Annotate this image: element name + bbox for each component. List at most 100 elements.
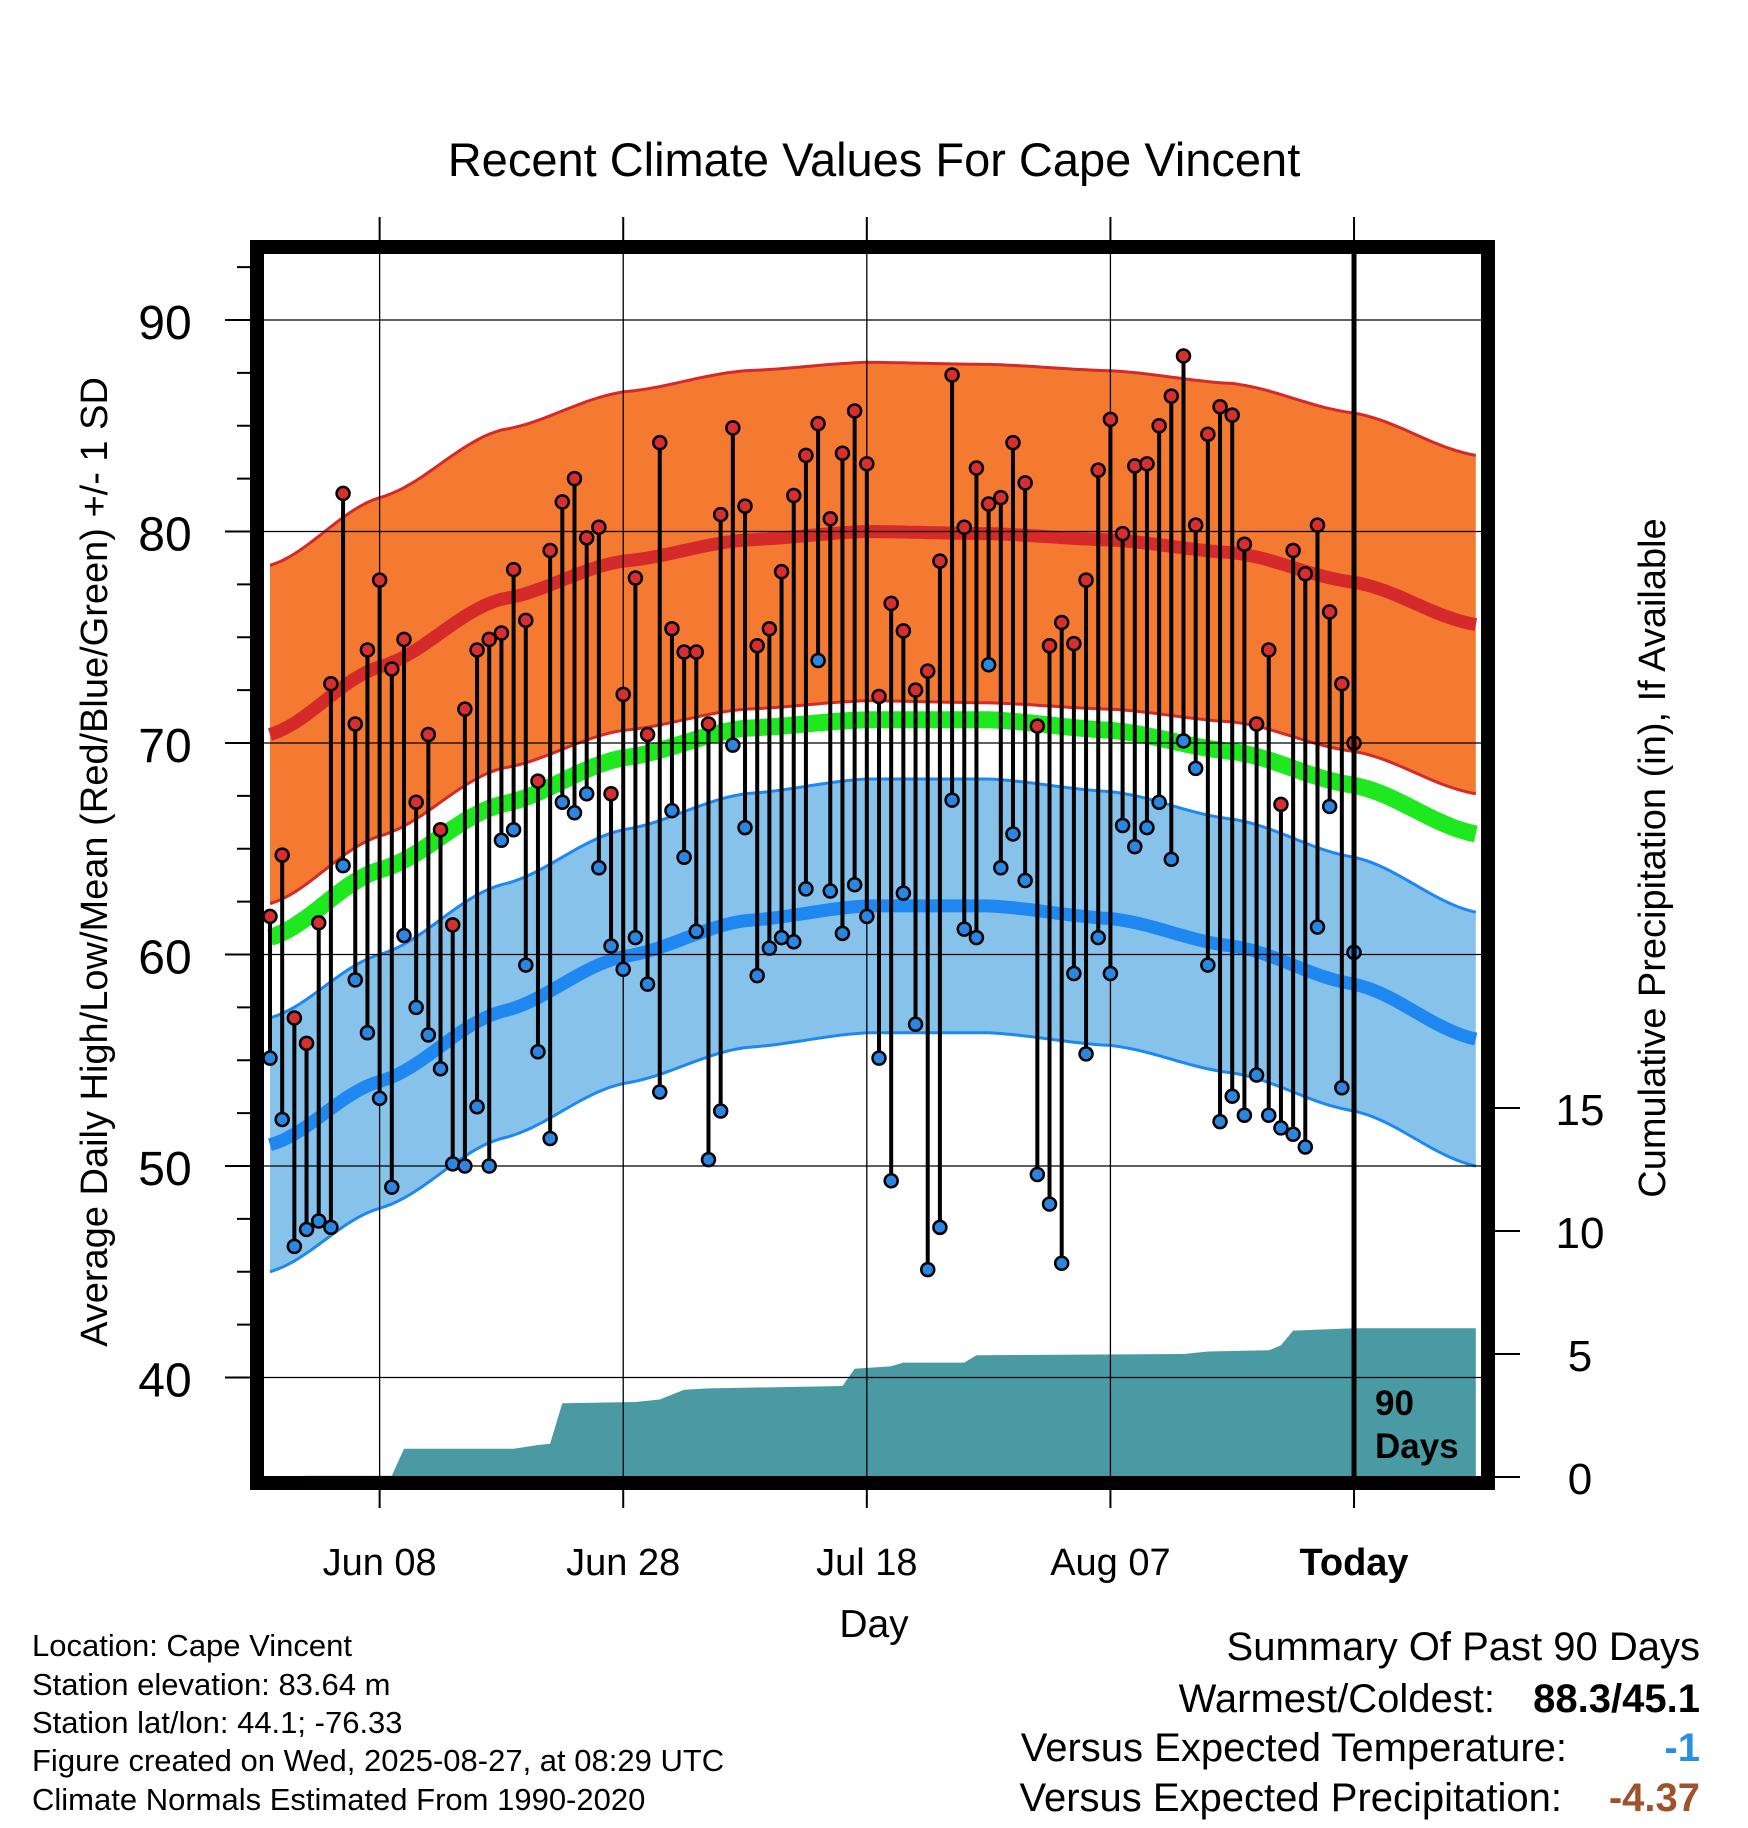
high-point-72 [1127,458,1143,474]
high-point-54 [907,682,924,698]
high-point-42 [761,621,778,637]
high-point-53 [895,623,912,639]
low-point-85 [1285,1126,1301,1143]
y-tick-label-60: 60 [138,932,191,985]
low-point-62 [1005,826,1021,842]
low-point-66 [1053,1255,1070,1272]
low-point-47 [822,883,839,899]
low-point-24 [542,1130,558,1147]
low-point-8 [347,972,364,988]
summary-temp-label: Versus Expected Temperature: [1021,1726,1567,1770]
high-point-22 [518,612,534,629]
low-point-44 [785,934,802,950]
low-point-45 [798,881,814,897]
high-point-68 [1078,572,1094,588]
low-point-1 [263,1050,278,1066]
high-point-34 [664,621,680,637]
low-point-40 [737,819,753,836]
low-point-81 [1236,1107,1253,1123]
low-point-49 [846,876,863,893]
summary-precip-label: Versus Expected Precipitation: [1019,1776,1562,1820]
high-point-57 [944,367,960,383]
high-point-76 [1175,348,1192,364]
high-point-29 [603,786,619,802]
y-tick-label-50: 50 [138,1143,191,1196]
low-point-58 [956,921,973,937]
normal-high-band [270,362,1476,904]
high-point-14 [420,726,437,743]
plot-frame [250,240,1495,1490]
high-point-23 [530,773,546,789]
high-point-87 [1309,517,1326,533]
low-point-80 [1224,1088,1240,1104]
high-point-49 [846,403,863,419]
low-point-50 [859,908,875,925]
high-point-64 [1029,718,1046,734]
low-point-69 [1090,929,1106,946]
low-point-11 [384,1179,400,1195]
low-point-71 [1114,817,1131,834]
high-point-84 [1273,796,1289,813]
high-point-70 [1102,411,1119,428]
high-point-55 [919,663,936,679]
low-point-67 [1066,965,1082,982]
high-point-40 [737,498,753,514]
axes: Jun 08 Jun 28 Jul 18 Aug 07 Today40506070809… [138,217,1604,1584]
low-point-16 [444,1156,461,1172]
low-point-10 [371,1090,388,1107]
high-point-27 [578,530,595,546]
summary-precip-value: -4.37 [1609,1776,1700,1820]
low-point-52 [883,1173,899,1189]
low-point-64 [1029,1166,1046,1183]
high-point-89 [1334,676,1350,692]
high-point-81 [1236,536,1253,552]
info-elevation: Station elevation: 83.64 m [32,1667,390,1702]
low-point-78 [1200,957,1216,973]
high-point-21 [505,561,522,578]
high-point-86 [1297,566,1314,582]
low-point-30 [615,961,631,978]
low-point-48 [834,925,851,942]
low-point-87 [1309,919,1326,935]
plot-area [267,360,1478,1477]
high-point-47 [822,511,839,527]
low-point-63 [1017,872,1033,889]
high-point-19 [481,631,497,648]
low-point-33 [652,1084,668,1100]
today-marker-label-1: 90 [1375,1384,1414,1423]
high-point-45 [798,447,814,464]
normal-low-band-upper [269,777,1477,1020]
low-point-6 [323,1219,339,1236]
high-point-77 [1187,517,1204,533]
low-point-17 [457,1158,473,1174]
y-tick-label-80: 80 [138,509,191,562]
low-point-53 [895,885,912,901]
low-point-26 [566,805,583,821]
x-tick-label-4: Today [1299,1542,1408,1584]
normal-low-band [270,779,1476,1272]
high-point-16 [444,917,461,933]
low-point-3 [286,1238,303,1255]
low-point-54 [907,1016,924,1033]
high-point-17 [457,701,473,717]
high-point-33 [652,434,668,451]
low-point-14 [420,1027,437,1043]
high-point-65 [1041,637,1058,654]
low-point-82 [1248,1067,1265,1083]
y-axis-title-right: Cumulative Precipitation (in), If Availa… [1632,518,1674,1197]
low-point-65 [1041,1196,1058,1212]
high-point-25 [554,494,571,510]
high-point-5 [310,915,327,931]
high-point-85 [1285,542,1301,559]
low-point-32 [639,976,656,992]
high-point-30 [615,686,631,703]
normal-high-band-upper [269,360,1477,567]
high-point-48 [834,445,851,461]
high-point-63 [1017,475,1033,491]
high-point-8 [347,716,364,732]
high-point-32 [639,726,656,743]
low-point-15 [432,1060,449,1077]
precip-tick-label-10: 10 [1556,1209,1605,1258]
high-point-4 [298,1035,315,1052]
today-marker-label-2: Days [1375,1427,1459,1466]
